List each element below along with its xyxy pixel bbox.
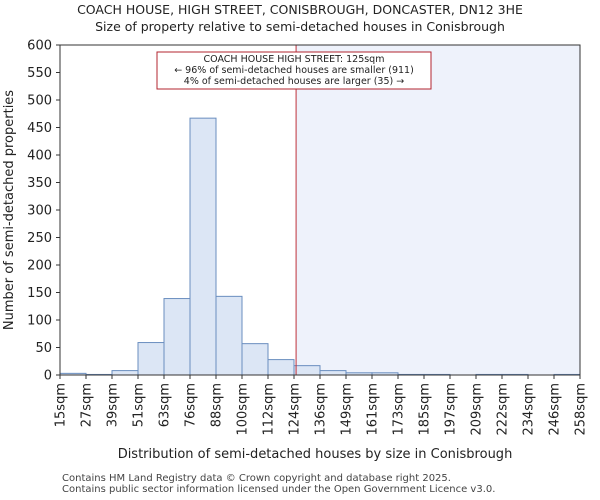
bar-76sqm — [189, 117, 217, 376]
y-tick-label-200: 200 — [27, 259, 52, 274]
footer-licence: Contains public sector information licen… — [62, 484, 496, 495]
bar-112sqm — [267, 359, 295, 376]
larger-properties-shade — [296, 45, 580, 375]
x-tick-label-209sqm: 209sqm — [470, 383, 485, 436]
bar-88sqm — [215, 295, 243, 376]
y-tick-label-400: 400 — [27, 149, 52, 164]
y-tick-label-450: 450 — [27, 121, 52, 136]
y-tick-label-100: 100 — [27, 314, 52, 329]
y-tick-label-150: 150 — [27, 286, 52, 301]
bar-100sqm — [241, 343, 269, 376]
x-tick-label-197sqm: 197sqm — [444, 383, 459, 436]
x-tick-label-112sqm: 112sqm — [262, 383, 277, 436]
x-tick-label-161sqm: 161sqm — [366, 383, 381, 436]
x-tick-label-222sqm: 222sqm — [496, 383, 511, 436]
y-axis-label: Number of semi-detached properties — [2, 90, 17, 330]
x-tick-label-258sqm: 258sqm — [574, 383, 589, 436]
plot-frame — [59, 44, 581, 376]
x-tick-label-76sqm: 76sqm — [184, 383, 199, 427]
y-tick-label-350: 350 — [27, 176, 52, 191]
bar-51sqm — [137, 342, 165, 376]
x-tick-label-51sqm: 51sqm — [132, 383, 147, 427]
annotation-box — [156, 51, 432, 90]
y-axis: 0 50 100 150 200 250 300 350 400 450 500 550 600 — [27, 39, 60, 384]
bar-39sqm — [111, 370, 139, 376]
x-tick-label-15sqm: 15sqm — [54, 383, 69, 427]
footer-copyright: Contains HM Land Registry data © Crown c… — [62, 473, 451, 484]
bar-124sqm — [293, 365, 321, 376]
x-tick-label-88sqm: 88sqm — [210, 383, 225, 427]
annotation-line2: ← 96% of semi-detached houses are smalle… — [174, 65, 414, 76]
x-tick-label-185sqm: 185sqm — [418, 383, 433, 436]
x-tick-label-173sqm: 173sqm — [392, 383, 407, 436]
x-tick-label-149sqm: 149sqm — [340, 383, 355, 436]
y-tick-label-50: 50 — [35, 341, 52, 356]
y-tick-label-600: 600 — [27, 39, 52, 54]
x-axis-label: Distribution of semi-detached houses by … — [118, 447, 513, 462]
x-tick-label-246sqm: 246sqm — [548, 383, 563, 436]
x-axis: 15sqm 27sqm 39sqm 51sqm 63sqm 76sqm 88sqm 100sq… — [54, 375, 589, 436]
y-tick-label-300: 300 — [27, 204, 52, 219]
x-tick-label-63sqm: 63sqm — [158, 383, 173, 427]
annotation-line3: 4% of semi-detached houses are larger (3… — [184, 76, 404, 87]
y-tick-label-0: 0 — [44, 369, 52, 384]
x-tick-label-124sqm: 124sqm — [288, 383, 303, 436]
x-tick-label-136sqm: 136sqm — [314, 383, 329, 436]
bar-136sqm — [319, 370, 347, 376]
chart-title-line1: COACH HOUSE, HIGH STREET, CONISBROUGH, D… — [77, 2, 523, 17]
x-tick-label-100sqm: 100sqm — [236, 383, 251, 436]
x-tick-label-27sqm: 27sqm — [80, 383, 95, 427]
x-tick-label-234sqm: 234sqm — [522, 383, 537, 436]
chart-title-line2: Size of property relative to semi-detach… — [95, 19, 505, 34]
x-tick-label-39sqm: 39sqm — [106, 383, 121, 427]
y-tick-label-550: 550 — [27, 66, 52, 81]
y-tick-label-250: 250 — [27, 231, 52, 246]
annotation-line1: COACH HOUSE HIGH STREET: 125sqm — [204, 54, 385, 65]
y-tick-label-500: 500 — [27, 94, 52, 109]
bar-63sqm — [163, 298, 191, 376]
